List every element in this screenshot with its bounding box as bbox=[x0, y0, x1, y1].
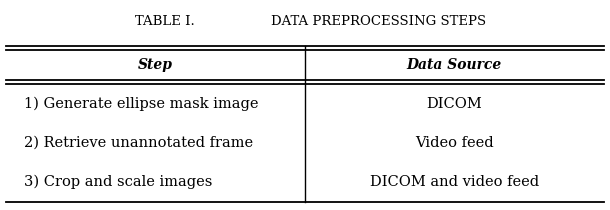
Text: Data Source: Data Source bbox=[407, 58, 502, 72]
Text: 3) Crop and scale images: 3) Crop and scale images bbox=[24, 175, 213, 189]
Text: Video feed: Video feed bbox=[415, 136, 493, 150]
Text: TABLE I.: TABLE I. bbox=[135, 15, 195, 28]
Text: DICOM and video feed: DICOM and video feed bbox=[370, 175, 539, 189]
Text: DICOM: DICOM bbox=[426, 97, 483, 111]
Text: 2) Retrieve unannotated frame: 2) Retrieve unannotated frame bbox=[24, 136, 254, 150]
Text: DATA PREPROCESSING STEPS: DATA PREPROCESSING STEPS bbox=[271, 15, 486, 28]
Text: Step: Step bbox=[138, 58, 173, 72]
Text: 1) Generate ellipse mask image: 1) Generate ellipse mask image bbox=[24, 96, 259, 111]
